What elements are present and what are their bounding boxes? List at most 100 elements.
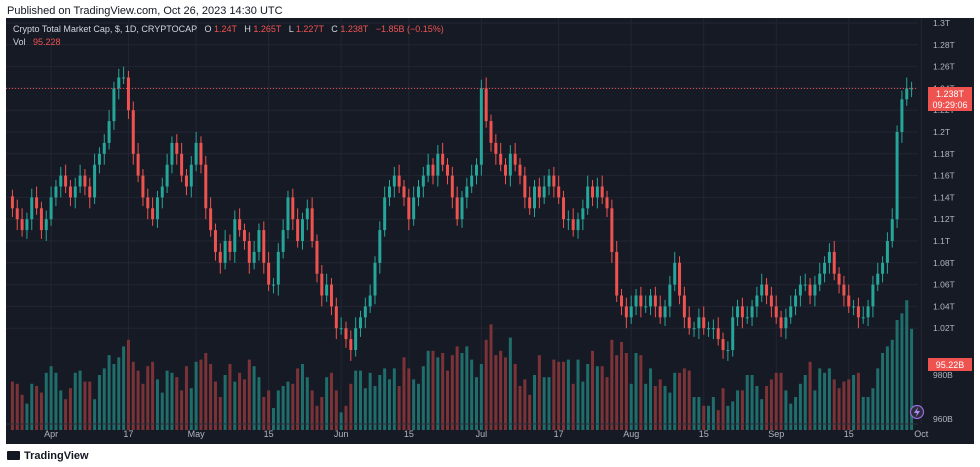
volume-bar: [620, 342, 624, 430]
candle-body: [711, 328, 715, 330]
volume-bar: [707, 405, 711, 430]
candle-body: [194, 142, 198, 165]
candle-body: [436, 153, 440, 176]
volume-bar: [591, 350, 595, 430]
candle-body: [499, 153, 503, 165]
candle-body: [605, 197, 609, 209]
tradingview-logo[interactable]: TradingView: [7, 450, 89, 462]
volume-bar: [431, 350, 435, 430]
volume-bar: [83, 381, 87, 430]
candle-body: [78, 175, 82, 187]
candle-body: [83, 175, 87, 187]
time-tick-label: Apr: [44, 429, 58, 439]
volume-bar: [344, 405, 348, 430]
volume-bar: [426, 350, 430, 430]
volume-axis[interactable]: 980B 960B: [933, 370, 953, 424]
candle-body: [426, 164, 430, 176]
candle-body: [412, 197, 416, 220]
candle-body: [866, 306, 870, 318]
candle-body: [35, 197, 39, 209]
candle-body: [900, 99, 904, 132]
price-axis[interactable]: 1.3T1.28T1.26T1.24T1.22T1.2T1.18T1.16T1.…: [933, 18, 955, 333]
candle-body: [798, 284, 802, 296]
volume-bar: [233, 381, 237, 430]
candle-body: [155, 197, 159, 220]
volume-bar: [151, 361, 155, 430]
volume-bar: [97, 375, 101, 430]
legend-vol-value: 95.228: [33, 37, 61, 47]
volume-bar: [634, 353, 638, 430]
volume-bar: [774, 372, 778, 430]
lightning-icon[interactable]: [909, 404, 925, 420]
volume-bar: [576, 359, 580, 430]
candle-body: [315, 241, 319, 274]
volume-bar: [885, 346, 889, 430]
volume-bar: [494, 355, 498, 430]
candle-body: [334, 306, 338, 329]
candle-body: [847, 295, 851, 307]
volume-bar: [358, 370, 362, 430]
candle-body: [542, 186, 546, 198]
volume-bar: [373, 386, 377, 430]
volume-bar: [832, 379, 836, 430]
price-tick-label: 1.26T: [933, 62, 955, 72]
candle-body: [823, 262, 827, 274]
volume-bar: [692, 397, 696, 430]
volume-bar: [141, 383, 145, 430]
candle-body: [885, 241, 889, 263]
candle-body: [552, 175, 556, 187]
candle-body: [213, 230, 217, 252]
candle-body: [349, 339, 353, 350]
candle-body: [750, 306, 754, 318]
price-tag-value: 1.238T: [936, 89, 965, 99]
candle-body: [305, 208, 309, 220]
volume-bar: [194, 361, 198, 430]
candle-body: [64, 175, 68, 187]
volume-bar: [624, 353, 628, 430]
volume-bar: [866, 397, 870, 430]
volume-bar: [73, 372, 77, 430]
candle-body: [455, 197, 459, 220]
candle-body: [97, 153, 101, 165]
candle-body: [721, 339, 725, 350]
volume-bar: [450, 355, 454, 430]
candlestick-chart[interactable]: 1.3T1.28T1.26T1.24T1.22T1.2T1.18T1.16T1.…: [6, 18, 974, 444]
volume-bar: [779, 372, 783, 430]
volume-bar: [523, 379, 527, 430]
candle-body: [779, 317, 783, 329]
volume-bar: [798, 383, 802, 430]
volume-bar: [189, 388, 193, 430]
volume-bar: [827, 368, 831, 430]
candle-body: [649, 295, 653, 307]
candle-body: [494, 142, 498, 154]
candle-body: [639, 295, 643, 307]
volume-bar: [329, 372, 333, 430]
candle-body: [489, 121, 493, 143]
volume-bar: [368, 372, 372, 430]
chart-area[interactable]: 1.3T1.28T1.26T1.24T1.22T1.2T1.18T1.16T1.…: [6, 18, 974, 444]
candle-body: [755, 295, 759, 307]
volume-bar: [421, 366, 425, 430]
volume-bar: [721, 388, 725, 430]
volume-bar: [600, 366, 604, 430]
time-axis[interactable]: Apr17May15Jun15Jul17Aug15Sep15Oct16: [6, 423, 974, 439]
candle-body: [818, 273, 822, 285]
candle-body: [30, 197, 34, 220]
volume-bar: [750, 375, 754, 430]
candle-body: [160, 186, 164, 198]
candle-body: [209, 208, 213, 231]
volume-bar: [281, 386, 285, 430]
candle-body: [373, 262, 377, 296]
candle-body: [856, 306, 860, 318]
candle-body: [518, 164, 522, 176]
time-tick-label: 15: [264, 429, 274, 439]
legend-change: −1.85B (−0.15%): [376, 24, 444, 34]
time-tick-label: 15: [844, 429, 854, 439]
candle-body: [54, 186, 58, 198]
candle-body: [528, 197, 532, 209]
candle-body: [745, 317, 749, 319]
legend-high-value: 1.265T: [253, 24, 282, 34]
candle-body: [218, 251, 222, 263]
volume-bar: [49, 366, 53, 430]
candle-body: [890, 219, 894, 241]
